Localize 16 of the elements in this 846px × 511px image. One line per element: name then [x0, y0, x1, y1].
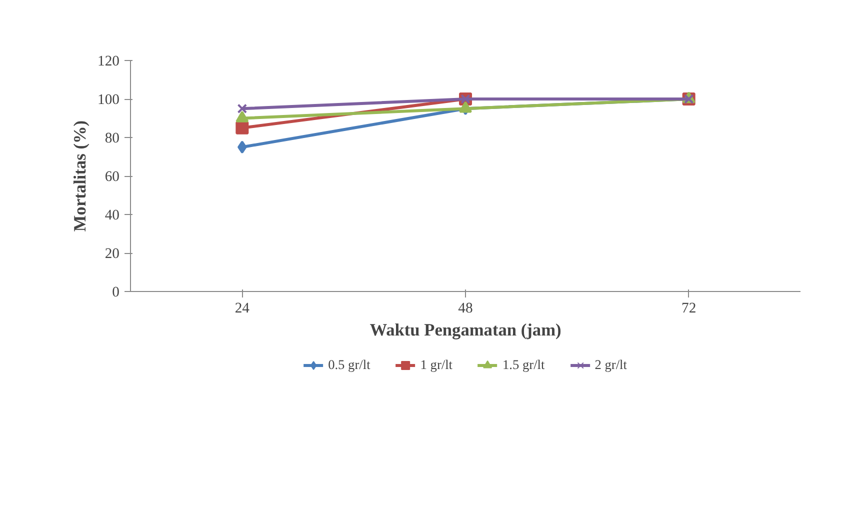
y-tick-label: 0: [112, 284, 120, 300]
legend-label: 2 gr/lt: [594, 356, 627, 372]
y-tick-label: 80: [104, 130, 120, 146]
y-axis-title: Mortalitas (%): [70, 120, 90, 232]
x-tick-label: 48: [458, 300, 473, 316]
x-tick-label: 24: [234, 300, 250, 316]
x-tick-label: 72: [682, 300, 696, 316]
legend-label: 0.5 gr/lt: [328, 356, 370, 372]
legend-label: 1.5 gr/lt: [502, 356, 545, 372]
y-tick-label: 40: [104, 208, 120, 224]
legend-label: 1 gr/lt: [420, 356, 452, 372]
y-tick-label: 60: [104, 169, 120, 185]
y-tick-label: 20: [104, 246, 120, 262]
y-tick-label: 100: [98, 92, 120, 108]
y-tick-label: 120: [98, 54, 120, 70]
x-axis-title: Waktu Pengamatan (jam): [370, 320, 562, 340]
